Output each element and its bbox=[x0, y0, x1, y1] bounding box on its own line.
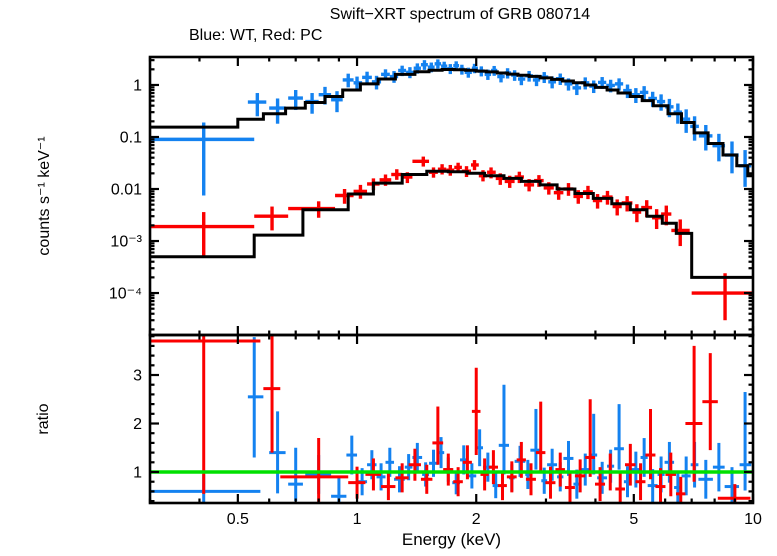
y-tick-label-ratio: 2 bbox=[133, 416, 142, 433]
y-tick-label-counts: 1 bbox=[133, 77, 142, 94]
chart-legend-text: Blue: WT, Red: PC bbox=[189, 27, 323, 44]
x-tick-label: 0.5 bbox=[227, 511, 249, 528]
x-axis-label: Energy (keV) bbox=[401, 530, 502, 549]
model-lines bbox=[150, 68, 753, 279]
y-tick-label-counts: 0.1 bbox=[120, 129, 142, 146]
axis-ticks bbox=[148, 57, 755, 503]
pc-model-line bbox=[150, 169, 753, 279]
x-tick-label: 1 bbox=[353, 511, 362, 528]
x-tick-label: 10 bbox=[744, 511, 762, 528]
y-tick-label-ratio: 3 bbox=[133, 368, 142, 385]
tick-labels: 0.5 1 2 5 10 10⁻⁴ 10⁻³ 0.01 0.1 1 1 2 3 bbox=[109, 77, 762, 528]
wt-model-line bbox=[150, 68, 753, 178]
y-tick-label-counts: 10⁻⁴ bbox=[109, 286, 142, 303]
pc-ratio-series bbox=[150, 335, 751, 503]
pc-spectrum-series bbox=[150, 156, 753, 321]
y-tick-label-counts: 10⁻³ bbox=[110, 234, 142, 251]
y-tick-label-counts: 0.01 bbox=[111, 182, 142, 199]
y-tick-label-ratio: 1 bbox=[133, 465, 142, 482]
ratio-panel-frame bbox=[148, 333, 755, 505]
x-tick-label: 5 bbox=[629, 511, 638, 528]
chart-title: Swift−XRT spectrum of GRB 080714 bbox=[329, 6, 591, 23]
panel-frames bbox=[148, 55, 755, 505]
x-tick-label: 2 bbox=[472, 511, 481, 528]
